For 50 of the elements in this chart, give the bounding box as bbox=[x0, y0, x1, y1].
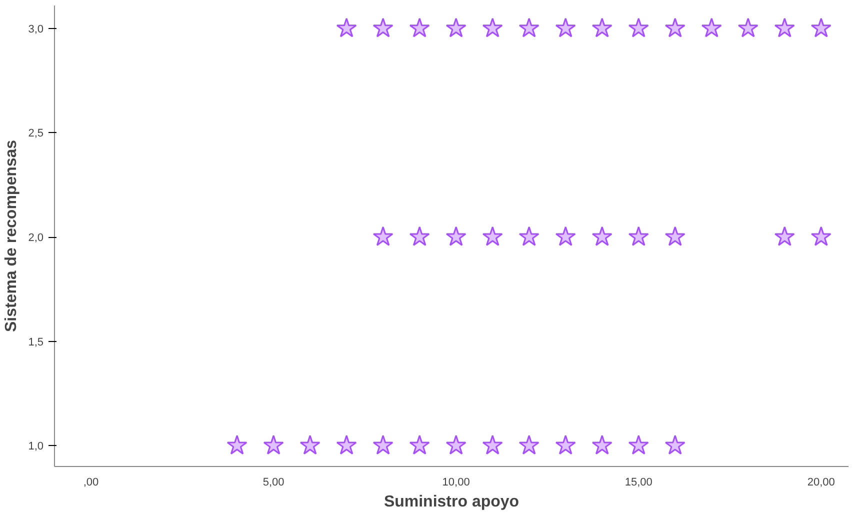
point bbox=[774, 18, 795, 38]
point bbox=[372, 18, 394, 38]
point bbox=[446, 18, 466, 38]
point bbox=[555, 226, 576, 246]
point bbox=[263, 434, 284, 454]
x-tick-label: 10,00 bbox=[442, 476, 470, 488]
point bbox=[409, 226, 430, 246]
y-tick-label: 1,5 bbox=[28, 336, 44, 348]
point bbox=[372, 434, 394, 454]
point bbox=[592, 18, 612, 38]
point bbox=[482, 434, 503, 454]
point bbox=[336, 434, 357, 454]
point bbox=[518, 434, 540, 454]
x-axis-title: Suministro apoyo bbox=[384, 494, 520, 510]
point bbox=[664, 226, 686, 246]
point bbox=[810, 226, 832, 246]
point bbox=[664, 18, 686, 38]
point bbox=[555, 18, 576, 38]
point bbox=[372, 226, 394, 246]
point bbox=[409, 18, 430, 38]
point bbox=[226, 434, 248, 454]
point bbox=[482, 18, 503, 38]
point bbox=[446, 434, 466, 454]
x-tick-label: 15,00 bbox=[624, 476, 652, 488]
point bbox=[592, 226, 612, 246]
point bbox=[774, 226, 795, 246]
y-tick-label: 3,0 bbox=[28, 23, 44, 36]
point bbox=[592, 434, 612, 454]
x-tick-label: 5,00 bbox=[262, 476, 284, 488]
point bbox=[300, 434, 320, 454]
point bbox=[336, 18, 357, 38]
point bbox=[482, 226, 503, 246]
y-axis-title: Sistema de recompensas bbox=[3, 140, 20, 332]
point bbox=[409, 434, 430, 454]
point bbox=[555, 434, 576, 454]
point bbox=[664, 434, 686, 454]
x-tick-label: 20,00 bbox=[807, 476, 835, 488]
point bbox=[446, 226, 466, 246]
point bbox=[628, 434, 649, 454]
point bbox=[628, 18, 649, 38]
point bbox=[701, 18, 722, 38]
x-tick-label: ,00 bbox=[83, 476, 99, 488]
point bbox=[518, 226, 540, 246]
point bbox=[738, 18, 758, 38]
y-tick-label: 2,5 bbox=[28, 128, 44, 140]
point bbox=[628, 226, 649, 246]
point bbox=[810, 18, 832, 38]
point bbox=[518, 18, 540, 38]
y-tick-label: 1,0 bbox=[28, 440, 44, 453]
y-tick-label: 2,0 bbox=[28, 232, 44, 244]
